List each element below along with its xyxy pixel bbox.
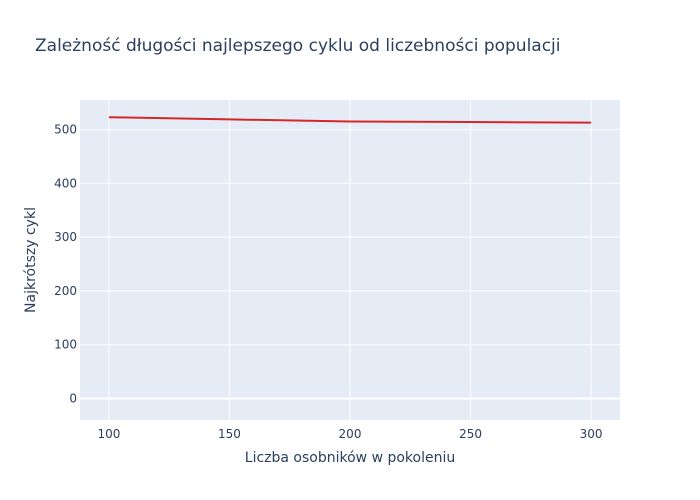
tick-labels: 100 150 200 250 300 0 100 200 300 400 500 <box>54 123 602 441</box>
x-tick-label: 150 <box>218 427 241 441</box>
x-axis-title: Liczba osobników w pokoleniu <box>245 450 455 466</box>
y-axis-title: Najkrótszy cykl <box>23 207 39 313</box>
y-tick-label: 0 <box>69 391 77 405</box>
x-tick-label: 250 <box>459 427 482 441</box>
y-tick-label: 400 <box>54 176 77 190</box>
y-tick-label: 200 <box>54 284 77 298</box>
gridlines <box>80 100 620 420</box>
x-tick-label: 100 <box>97 427 120 441</box>
series-lines <box>108 116 592 124</box>
x-tick-label: 300 <box>580 427 603 441</box>
chart-title: Zależność długości najlepszego cyklu od … <box>35 36 561 56</box>
y-tick-label: 300 <box>54 230 77 244</box>
y-tick-label: 100 <box>54 338 77 352</box>
y-tick-label: 500 <box>54 123 77 137</box>
series-line-0 <box>108 116 592 124</box>
x-tick-label: 200 <box>339 427 362 441</box>
